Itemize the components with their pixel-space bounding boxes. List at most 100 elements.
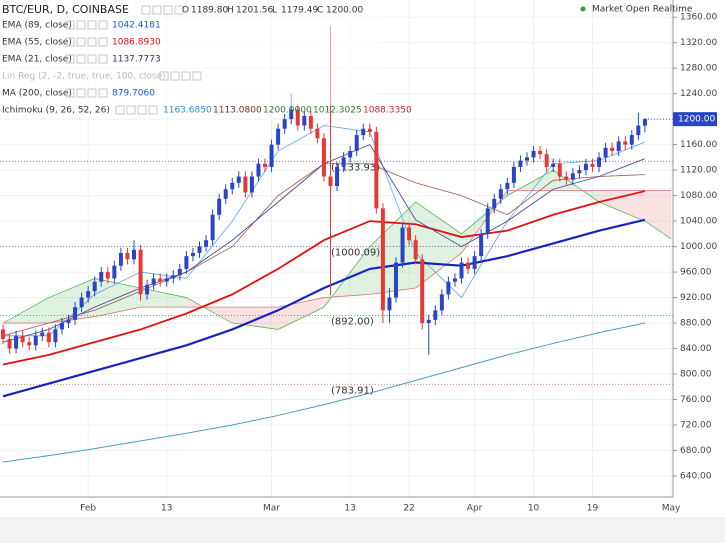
candle-body <box>452 278 457 282</box>
candle-body <box>492 198 497 209</box>
legend-icon <box>76 20 86 30</box>
candle-body <box>33 335 38 346</box>
level-label: (1000.09) <box>331 248 380 259</box>
ichimoku-cloud <box>599 190 645 222</box>
y-tick-label: 1240.00 <box>680 89 717 99</box>
indicator-value: 879.7060 <box>112 89 155 99</box>
candle-body <box>171 275 176 279</box>
legend-icon <box>87 37 97 47</box>
indicator-name: MA (200, close) <box>2 89 72 99</box>
candle-body <box>223 189 228 199</box>
symbol: BTC/EUR, D, COINBASE <box>2 3 129 16</box>
candle-body <box>498 189 503 199</box>
candle-body <box>105 272 110 279</box>
candle-body <box>603 147 608 158</box>
bottom-bar <box>0 517 725 543</box>
plot-area: (1133.93) (1000.09) (892.00) (783.91) <box>0 0 673 497</box>
legend-icon <box>141 5 151 15</box>
y-tick-label: 1360.00 <box>680 13 717 23</box>
candle-body <box>321 138 326 177</box>
ichimoku-cloud <box>644 190 672 239</box>
y-tick-label: 1000.00 <box>680 242 717 252</box>
candle-body <box>361 128 366 136</box>
candle-body <box>40 332 45 336</box>
candle-body <box>249 176 254 193</box>
ohlc-value: 1201.56 <box>236 6 273 16</box>
legend-icon <box>65 54 75 64</box>
last-price-box <box>673 112 717 127</box>
candle-body <box>583 163 588 171</box>
legend-icon <box>98 37 108 47</box>
y-tick-label: 800.00 <box>680 370 712 380</box>
x-tick-label: May <box>662 504 681 514</box>
candle-body <box>263 163 267 167</box>
ichimoku-value: 1200.0000 <box>263 106 312 116</box>
legend-icon <box>159 71 169 81</box>
legend-icon <box>170 71 180 81</box>
x-tick-label: 19 <box>587 504 599 514</box>
indicator-value: 1042.4181 <box>112 21 161 31</box>
candle-body <box>413 240 418 260</box>
candle-body <box>289 109 294 120</box>
y-tick-label: 920.00 <box>680 293 712 303</box>
last-price-label: 1200.00 <box>678 115 715 125</box>
ohlc-value: 1200.00 <box>326 6 363 16</box>
x-tick-label: Apr <box>467 504 483 514</box>
candle-body <box>525 157 529 161</box>
candle-body <box>348 151 353 158</box>
candle-body <box>335 166 340 187</box>
ohlc-key: C <box>317 6 323 16</box>
ohlc-key: H <box>227 6 234 16</box>
candle-body <box>597 157 602 167</box>
legend-icon <box>98 88 108 98</box>
indicator-name: EMA (21, close) <box>2 55 72 65</box>
legend-icon <box>65 88 75 98</box>
candle-body <box>551 163 556 167</box>
candle-body <box>302 115 307 126</box>
indicator-name: EMA (55, close) <box>2 38 72 48</box>
ohlc-value: 1179.49 <box>281 6 318 16</box>
candle-body <box>518 160 523 167</box>
overlay: BTC/EUR, D, COINBASE O 1189.80H 1201.56L 117… <box>0 0 412 116</box>
candle-body <box>577 170 582 174</box>
legend-icon <box>174 5 184 15</box>
candle-body <box>20 335 25 343</box>
candle-body <box>472 256 477 269</box>
candle-body <box>164 278 169 282</box>
candle-body <box>433 310 438 320</box>
legend-icon <box>98 54 108 64</box>
candle-body <box>479 233 484 257</box>
candle-body <box>642 119 647 126</box>
candle-body <box>177 268 182 276</box>
candle-body <box>210 214 215 241</box>
legend-icon <box>98 20 108 30</box>
ichimoku-value: 1088.3350 <box>363 106 412 116</box>
ichimoku-value: 1012.3025 <box>313 106 362 116</box>
moving-average <box>2 322 646 463</box>
level-label: (1133.93) <box>331 162 380 173</box>
moving-average <box>2 190 646 366</box>
ichimoku-cloud <box>415 201 462 289</box>
candle-body <box>295 109 300 126</box>
ohlc-key: L <box>272 6 277 16</box>
candle-body <box>374 131 379 209</box>
candle-body <box>53 329 58 343</box>
candle-body <box>485 208 490 234</box>
candle-body <box>459 262 464 279</box>
candle-body <box>282 119 287 129</box>
legend-icon <box>76 54 86 64</box>
candle-body <box>511 166 516 183</box>
legend-icon <box>181 71 191 81</box>
candle-body <box>341 157 346 167</box>
x-tick-label: 10 <box>528 504 540 514</box>
candle-body <box>623 141 628 145</box>
candle-body <box>190 252 195 257</box>
y-tick-label: 880.00 <box>680 319 712 329</box>
candle-body <box>112 265 117 279</box>
legend-icon <box>76 37 86 47</box>
legend-icon <box>87 20 97 30</box>
x-tick-label: 22 <box>403 504 414 514</box>
candle-body <box>27 342 32 346</box>
indicator-value: 1086.8930 <box>112 38 161 48</box>
